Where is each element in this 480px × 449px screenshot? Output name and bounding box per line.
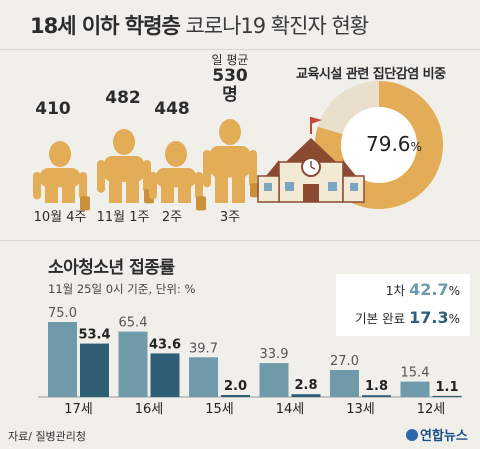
divider xyxy=(0,240,480,241)
bar-value-label: 15.4 xyxy=(401,366,430,381)
bar xyxy=(330,370,359,397)
bar-value-label: 1.8 xyxy=(365,379,388,394)
donut-hole xyxy=(341,107,417,183)
pie-value-number: 79.6 xyxy=(366,132,411,156)
week-label: 11월 1주 xyxy=(96,210,150,225)
legend-label: 1차 xyxy=(385,283,406,298)
bar-value-label: 27.0 xyxy=(330,354,359,369)
source-credit: 자료/ 질병관리청 xyxy=(8,430,87,443)
bar-value-label: 65.4 xyxy=(119,316,148,331)
week-label: 10월 4주 xyxy=(33,210,87,225)
person-figure xyxy=(203,119,260,203)
week-value: 482 xyxy=(105,88,141,108)
category-label: 15세 xyxy=(205,402,234,417)
legend-value: 42.7 xyxy=(409,280,449,299)
bar xyxy=(432,395,462,397)
pie-title: 교육시설 관련 집단감염 비중 xyxy=(296,67,446,82)
logo-mark-icon xyxy=(406,429,418,441)
vaccination-subtitle: 11월 25일 0시 기준, 단위: % xyxy=(48,282,196,296)
category-label: 14세 xyxy=(276,402,305,417)
week-value: 410 xyxy=(35,99,71,119)
divider xyxy=(0,49,480,50)
pie-value-unit: % xyxy=(410,140,422,154)
bar xyxy=(221,395,250,397)
category-label: 17세 xyxy=(64,402,93,417)
pie-value: 79.6% xyxy=(366,132,422,156)
legend-unit: % xyxy=(448,312,460,326)
bar-value-label: 2.0 xyxy=(224,379,247,394)
person-figure xyxy=(33,141,90,211)
bar xyxy=(80,343,109,397)
school-icon xyxy=(257,117,365,203)
legend-first-dose: 1차 42.7% xyxy=(386,280,460,299)
legend-label: 기본 완료 xyxy=(355,311,406,326)
bar-value-label: 2.8 xyxy=(294,378,317,393)
avg-label: 일 평균 xyxy=(211,53,249,67)
bar xyxy=(362,395,391,397)
bar xyxy=(189,357,218,397)
bar xyxy=(400,381,430,397)
bar-value-label: 33.9 xyxy=(260,347,289,362)
education-donut xyxy=(257,81,443,209)
bar xyxy=(48,322,77,397)
logo-text: 연합뉴스 xyxy=(420,429,468,444)
daily-average: 일 평균 530명 xyxy=(206,53,254,105)
page-title: 18세 이하 학령층 코로나19 확진자 현황 xyxy=(30,10,369,40)
bar xyxy=(291,394,321,397)
title-light: 코로나19 확진자 현황 xyxy=(185,14,369,38)
bar-value-label: 53.4 xyxy=(78,328,110,343)
publisher-logo: 연합뉴스 xyxy=(406,425,468,444)
week-value: 448 xyxy=(154,99,190,119)
category-label: 12세 xyxy=(417,402,446,417)
bar-value-label: 43.6 xyxy=(149,337,181,352)
legend-complete: 기본 완료 17.3% xyxy=(355,308,460,327)
legend: 1차 42.7% 기본 완료 17.3% xyxy=(336,274,470,336)
bar-value-label: 75.0 xyxy=(48,306,77,321)
category-label: 16세 xyxy=(135,402,164,417)
legend-unit: % xyxy=(448,284,460,298)
avg-value: 530명 xyxy=(212,66,248,105)
category-label: 13세 xyxy=(346,402,375,417)
bar-value-label: 39.7 xyxy=(189,341,218,356)
bar-value-label: 1.1 xyxy=(435,380,458,395)
title-bold: 18세 이하 학령층 xyxy=(30,14,181,38)
bar xyxy=(259,363,289,397)
vaccination-title: 소아청소년 접종률 xyxy=(48,258,175,278)
bar xyxy=(150,353,180,397)
people-figures xyxy=(33,119,260,211)
legend-value: 17.3 xyxy=(409,308,449,327)
week-label: 2주 xyxy=(161,210,183,225)
person-figure xyxy=(149,141,206,211)
bar xyxy=(118,331,148,397)
week-label: 3주 xyxy=(219,210,241,225)
